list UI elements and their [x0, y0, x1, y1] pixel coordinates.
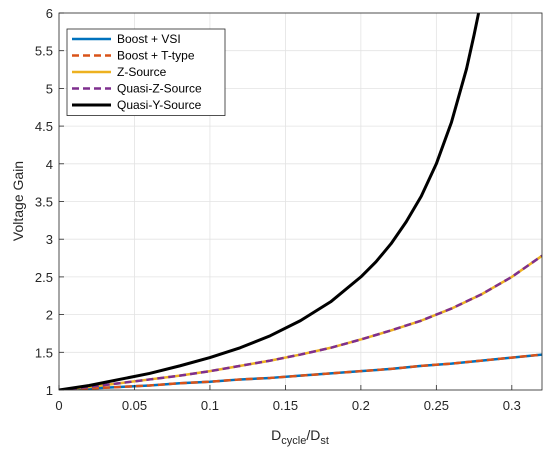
y-tick-label: 4.5: [35, 119, 53, 134]
series-line-quasi-y-source: [59, 13, 481, 390]
y-tick-label: 2: [46, 308, 53, 323]
y-axis-title: Voltage Gain: [10, 161, 26, 241]
x-axis-title-mid: /D: [306, 427, 320, 443]
x-tick-label: 0.05: [122, 398, 147, 413]
legend-label-boost-t-type: Boost + T-type: [117, 49, 195, 63]
x-axis-title: Dcycle/Dst: [271, 427, 329, 447]
x-axis-title-main: D: [271, 427, 281, 443]
legend-label-quasi-y-source: Quasi-Y-Source: [117, 98, 202, 112]
x-tick-label: 0.25: [424, 398, 449, 413]
y-tick-label: 6: [46, 6, 53, 21]
y-tick-label: 1: [46, 383, 53, 398]
y-tick-label: 5.5: [35, 44, 53, 59]
y-tick-label: 1.5: [35, 345, 53, 360]
y-tick-label: 2.5: [35, 270, 53, 285]
series-layer: [59, 13, 542, 390]
x-tick-label: 0.3: [503, 398, 521, 413]
series-line-boost-t-type: [59, 353, 542, 390]
legend-label-z-source: Z-Source: [117, 65, 167, 79]
legend-label-quasi-z-source: Quasi-Z-Source: [117, 82, 202, 96]
y-tick-label: 5: [46, 81, 53, 96]
x-tick-label: 0.15: [273, 398, 298, 413]
legend: Boost + VSI Boost + T-type Z-Source Quasi-Z…: [66, 28, 226, 116]
y-tick-label: 3.5: [35, 195, 53, 210]
axis-ticks: 0 0.05 0.1 0.15 0.2 0.25 0.3 1 1.5 2 2.5 3 3.5 4 4.5 5 5…: [35, 6, 521, 413]
legend-label-boost-vsi: Boost + VSI: [117, 32, 181, 46]
x-axis-title-sub1: cycle: [281, 435, 306, 447]
y-tick-label: 4: [46, 157, 53, 172]
x-tick-label: 0.2: [352, 398, 370, 413]
x-tick-label: 0: [55, 398, 62, 413]
x-axis-title-sub2: st: [320, 435, 329, 447]
y-tick-label: 3: [46, 232, 53, 247]
x-tick-label: 0.1: [201, 398, 219, 413]
series-line-quasi-z-source: [59, 254, 542, 390]
